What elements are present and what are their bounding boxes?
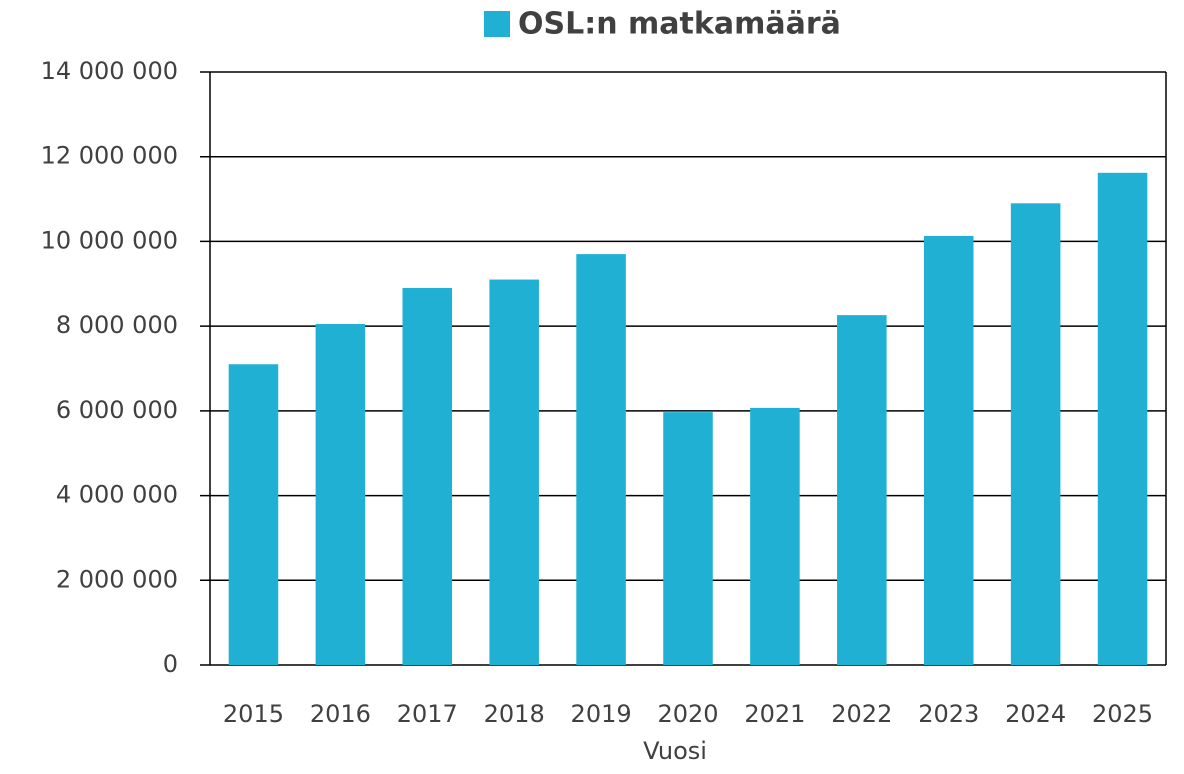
x-tick-label: 2018 bbox=[484, 700, 545, 728]
x-tick-label: 2022 bbox=[831, 700, 892, 728]
bar bbox=[837, 315, 887, 665]
y-tick-label: 6 000 000 bbox=[56, 396, 178, 424]
legend-text: OSL:n matkamäärä bbox=[518, 7, 841, 42]
x-tick-label: 2024 bbox=[1005, 700, 1066, 728]
bar bbox=[750, 407, 800, 665]
bar bbox=[576, 254, 626, 665]
x-tick-label: 2025 bbox=[1092, 700, 1153, 728]
x-axis-label: Vuosi bbox=[643, 737, 707, 765]
y-tick-label: 10 000 000 bbox=[41, 226, 178, 254]
x-tick-label: 2019 bbox=[571, 700, 632, 728]
y-tick-label: 8 000 000 bbox=[56, 311, 178, 339]
x-tick-label: 2017 bbox=[397, 700, 458, 728]
x-tick-label: 2023 bbox=[918, 700, 979, 728]
bar bbox=[1010, 203, 1061, 666]
bar bbox=[1097, 172, 1148, 665]
bar bbox=[228, 364, 279, 665]
x-tick-label: 2021 bbox=[744, 700, 805, 728]
bar bbox=[315, 324, 366, 665]
y-tick-label: 4 000 000 bbox=[56, 481, 178, 509]
legend-swatch bbox=[484, 11, 510, 37]
x-tick-label: 2020 bbox=[657, 700, 718, 728]
x-tick-label: 2015 bbox=[223, 700, 284, 728]
x-tick-label: 2016 bbox=[310, 700, 371, 728]
bar bbox=[663, 412, 713, 665]
bar bbox=[923, 235, 974, 665]
y-tick-label: 14 000 000 bbox=[41, 57, 178, 85]
bar bbox=[402, 288, 453, 665]
y-tick-label: 2 000 000 bbox=[56, 565, 178, 593]
bar bbox=[489, 279, 539, 665]
y-tick-label: 12 000 000 bbox=[41, 142, 178, 170]
y-tick-label: 0 bbox=[163, 650, 178, 678]
